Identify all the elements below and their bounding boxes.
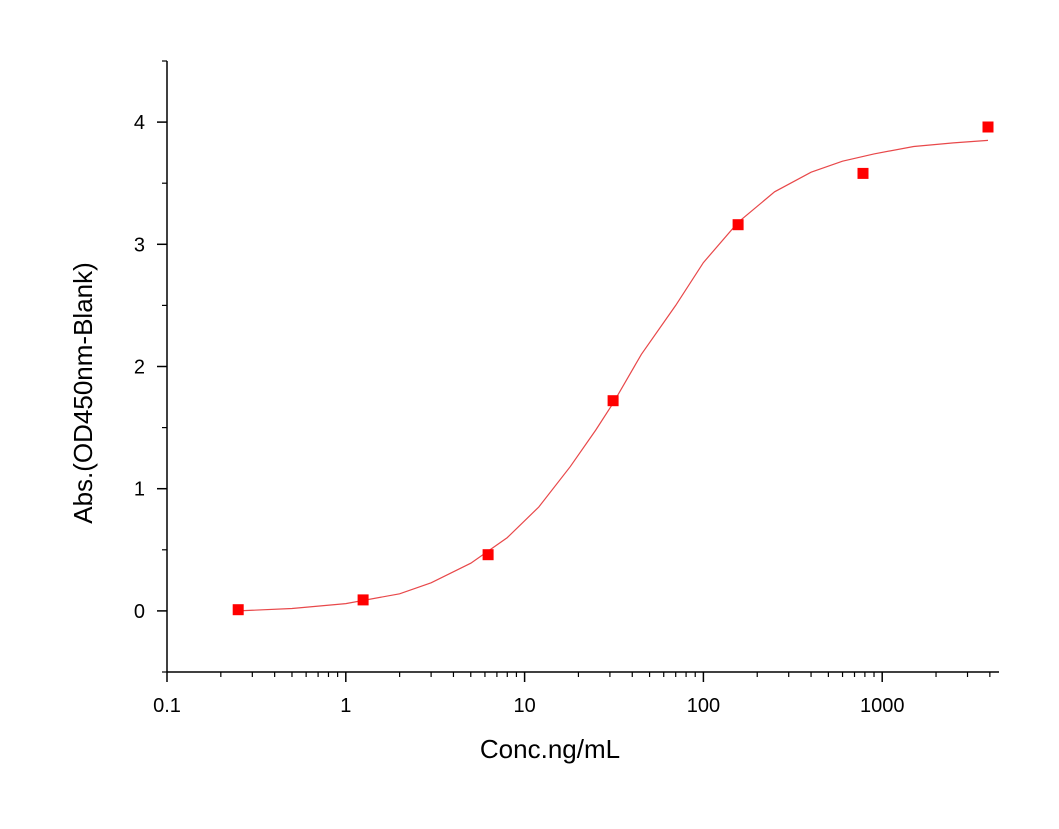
x-axis-ticks: 0.1 1 10 100 1000 <box>153 672 991 717</box>
data-point <box>607 395 619 407</box>
series-layer <box>232 121 994 616</box>
x-tick-label: 100 <box>687 695 720 717</box>
plot-frame <box>166 61 999 673</box>
x-tick-label: 0.1 <box>153 695 181 717</box>
data-point <box>357 594 369 606</box>
y-tick-label: 4 <box>134 112 145 134</box>
fit-curve <box>238 139 989 612</box>
data-point <box>732 219 744 231</box>
y-axis-ticks: 0 1 2 3 4 <box>134 60 167 673</box>
data-point <box>857 167 869 179</box>
y-tick-label: 1 <box>134 479 145 501</box>
x-tick-label: 1000 <box>860 695 905 717</box>
data-point <box>482 549 494 561</box>
y-tick-label: 2 <box>134 357 145 379</box>
data-point <box>232 604 244 616</box>
y-tick-label: 3 <box>134 234 145 256</box>
data-point <box>982 121 994 133</box>
x-axis-title: Conc.ng/mL <box>480 734 620 764</box>
y-tick-label: 0 <box>134 601 145 623</box>
x-tick-label: 1 <box>340 695 351 717</box>
x-tick-label: 10 <box>513 695 535 717</box>
y-axis-title: Abs.(OD450nm-Blank) <box>68 262 98 524</box>
